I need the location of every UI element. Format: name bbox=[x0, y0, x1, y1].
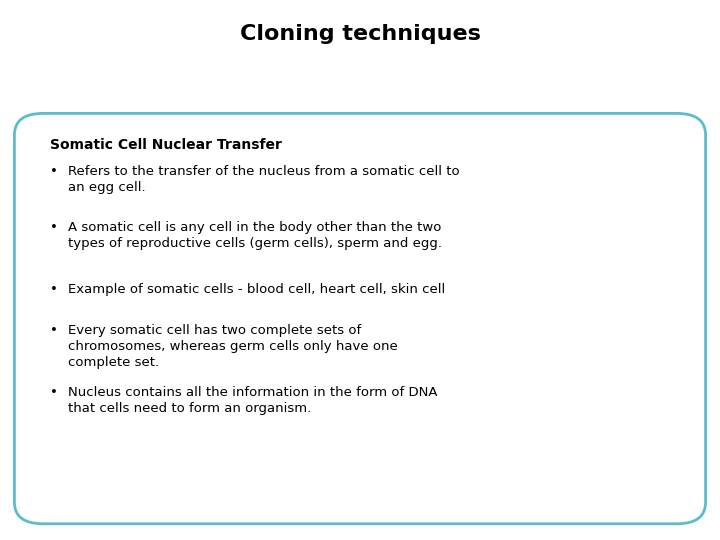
Text: Cloning techniques: Cloning techniques bbox=[240, 24, 480, 44]
Text: Example of somatic cells - blood cell, heart cell, skin cell: Example of somatic cells - blood cell, h… bbox=[68, 284, 446, 296]
Text: Every somatic cell has two complete sets of
chromosomes, whereas germ cells only: Every somatic cell has two complete sets… bbox=[68, 324, 398, 369]
Text: •: • bbox=[50, 165, 58, 178]
Text: •: • bbox=[50, 324, 58, 337]
Text: Refers to the transfer of the nucleus from a somatic cell to
an egg cell.: Refers to the transfer of the nucleus fr… bbox=[68, 165, 460, 194]
Text: A somatic cell is any cell in the body other than the two
types of reproductive : A somatic cell is any cell in the body o… bbox=[68, 221, 442, 251]
Text: •: • bbox=[50, 221, 58, 234]
FancyBboxPatch shape bbox=[14, 113, 706, 524]
Text: Nucleus contains all the information in the form of DNA
that cells need to form : Nucleus contains all the information in … bbox=[68, 386, 438, 415]
Text: Somatic Cell Nuclear Transfer: Somatic Cell Nuclear Transfer bbox=[50, 138, 282, 152]
Text: •: • bbox=[50, 284, 58, 296]
Text: •: • bbox=[50, 386, 58, 399]
